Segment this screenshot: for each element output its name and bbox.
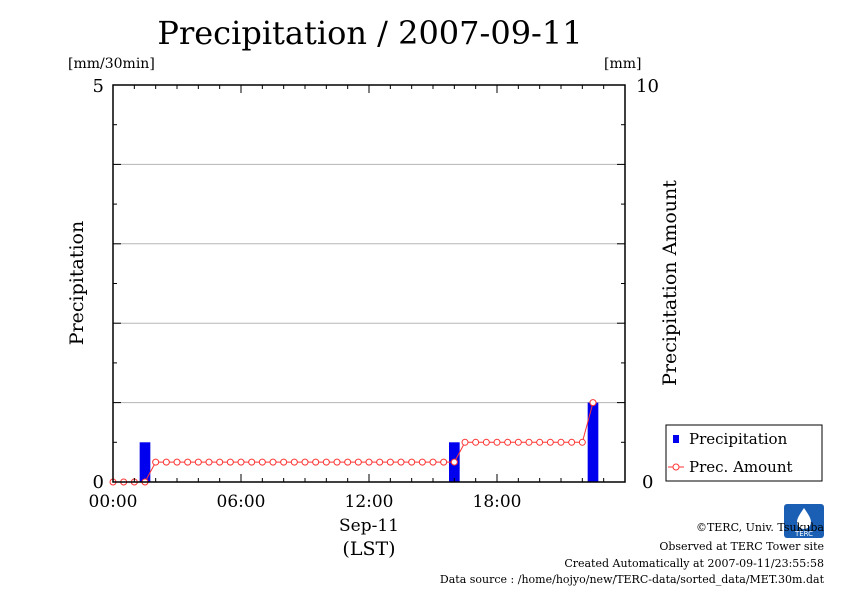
amount-marker (536, 438, 544, 446)
right-axis-label: Precipitation Amount (659, 180, 681, 386)
x-tick-00: 00:00 (89, 492, 138, 512)
logo-text: TERC (794, 530, 813, 538)
amount-marker (493, 438, 501, 446)
amount-marker (258, 458, 266, 466)
amount-marker (312, 458, 320, 466)
x-axis-sublabel: (LST) (342, 538, 395, 560)
amount-marker (205, 458, 213, 466)
legend-swatch-amount-marker (672, 463, 680, 471)
copyright-text: ©TERC, Univ. Tsukuba (695, 521, 824, 534)
amount-marker (226, 458, 234, 466)
amount-marker (482, 438, 490, 446)
amount-marker (504, 438, 512, 446)
terc-logo: TERC (784, 504, 824, 538)
amount-marker (386, 458, 394, 466)
amount-line-path (113, 402, 594, 483)
axis-ticks (112, 84, 626, 483)
amount-marker (514, 438, 522, 446)
left-axis-unit: [mm/30min] (68, 56, 155, 72)
x-tick-18: 18:00 (473, 492, 522, 512)
amount-marker (354, 458, 362, 466)
left-tick-max: 5 (93, 76, 104, 97)
amount-marker (418, 458, 426, 466)
axis-labels: 5 0 10 0 00:00 06:00 12:00 18:00 Sep-11 … (66, 76, 681, 560)
legend-swatch-precipitation (673, 435, 679, 443)
plot-frame (112, 84, 626, 483)
observed-text: Observed at TERC Tower site (659, 540, 824, 553)
amount-marker (397, 458, 405, 466)
amount-marker (333, 458, 341, 466)
amount-marker (248, 458, 256, 466)
right-axis-unit: [mm] (604, 56, 642, 72)
amount-marker (237, 458, 245, 466)
amount-marker (440, 458, 448, 466)
amount-marker (344, 458, 352, 466)
amount-marker (162, 458, 170, 466)
amount-marker (546, 438, 554, 446)
x-tick-06: 06:00 (217, 492, 266, 512)
amount-marker (301, 458, 309, 466)
precipitation-bar (587, 402, 599, 482)
amount-marker (589, 399, 597, 407)
amount-marker (525, 438, 533, 446)
amount-marker (472, 438, 480, 446)
legend-label-amount: Prec. Amount (689, 458, 793, 476)
right-tick-max: 10 (636, 76, 659, 97)
amount-marker (568, 438, 576, 446)
amount-marker (173, 458, 181, 466)
amount-marker (280, 458, 288, 466)
amount-marker (216, 458, 224, 466)
amount-marker (450, 458, 458, 466)
right-tick-min: 0 (642, 472, 653, 493)
chart-title: Precipitation / 2007-09-11 (157, 14, 583, 52)
amount-marker (290, 458, 298, 466)
left-tick-min: 0 (93, 472, 104, 493)
x-tick-12: 12:00 (345, 492, 394, 512)
amount-marker (322, 458, 330, 466)
amount-marker (376, 458, 384, 466)
left-axis-label: Precipitation (66, 221, 88, 345)
grid-lines (113, 163, 625, 404)
amount-marker (194, 458, 202, 466)
amount-marker (152, 458, 160, 466)
amount-marker (429, 458, 437, 466)
amount-marker (461, 438, 469, 446)
amount-marker (578, 438, 586, 446)
amount-marker (184, 458, 192, 466)
source-text: Data source : /home/hojyo/new/TERC-data/… (439, 573, 824, 586)
amount-marker (269, 458, 277, 466)
legend: Precipitation Prec. Amount (665, 424, 823, 482)
amount-marker (557, 438, 565, 446)
x-axis-label: Sep-11 (339, 516, 399, 536)
amount-marker (365, 458, 373, 466)
precipitation-bar (139, 442, 151, 482)
legend-box (665, 424, 823, 482)
legend-label-precipitation: Precipitation (689, 430, 788, 448)
amount-line (109, 399, 597, 486)
water-drop-icon (797, 508, 811, 529)
created-text: Created Automatically at 2007-09-11/23:5… (564, 557, 824, 570)
amount-marker (408, 458, 416, 466)
